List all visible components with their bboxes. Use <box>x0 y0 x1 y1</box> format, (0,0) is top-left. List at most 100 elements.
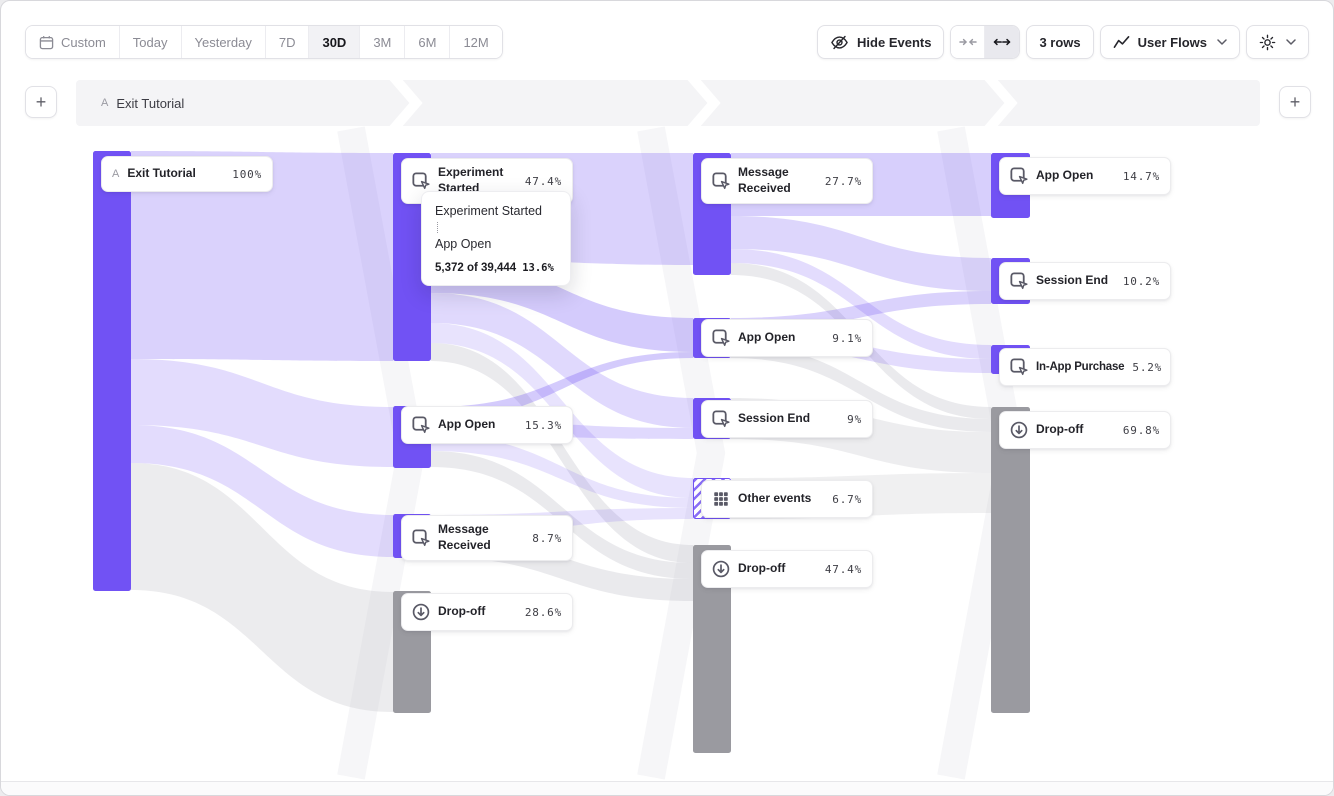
node-label: Exit Tutorial <box>127 166 196 181</box>
node-label: Message Received <box>438 522 491 552</box>
event-icon <box>1010 358 1028 376</box>
gear-icon <box>1259 34 1276 51</box>
tooltip-connector <box>437 222 438 234</box>
settings-button[interactable] <box>1246 25 1309 59</box>
flow-node-card[interactable]: App Open 14.7% <box>999 157 1171 195</box>
arrows-outward-icon <box>993 36 1011 48</box>
date-range-label: Yesterday <box>194 34 252 50</box>
node-label: Drop-off <box>438 604 486 619</box>
calendar-icon <box>39 35 54 50</box>
flow-node-card[interactable]: App Open 15.3% <box>401 406 573 444</box>
rows-button[interactable]: 3 rows <box>1026 25 1094 59</box>
node-percent: 69.8% <box>1122 423 1160 437</box>
node-percent: 14.7% <box>1122 169 1160 183</box>
step-band: A Exit Tutorial <box>76 80 1260 126</box>
toolbar: Custom Today Yesterday 7D 30D 3M 6M 12M … <box>25 25 1309 59</box>
node-label: In-App Purchase <box>1036 360 1125 373</box>
footer-divider <box>1 781 1333 795</box>
step-chevrons <box>389 80 1018 126</box>
flow-node-card[interactable]: Message Received 8.7% <box>401 515 573 561</box>
hide-events-label: Hide Events <box>857 34 932 50</box>
add-step-right-button[interactable]: + <box>1279 86 1311 118</box>
node-label: Drop-off <box>1036 422 1084 437</box>
node-percent: 6.7% <box>832 492 862 506</box>
node-label: App Open <box>1036 168 1094 183</box>
flow-node-card[interactable]: Session End 9% <box>701 400 873 438</box>
drop-off-icon <box>712 560 730 578</box>
collapse-columns-button[interactable] <box>951 26 986 58</box>
node-label: Message Received <box>738 165 791 195</box>
node-percent: 100% <box>232 167 262 181</box>
node-badge: A <box>112 168 120 180</box>
node-label: Session End <box>1036 273 1109 288</box>
flow-node-card[interactable]: App Open 9.1% <box>701 319 873 357</box>
date-range-30d[interactable]: 30D <box>309 26 361 58</box>
date-range-label: 6M <box>418 34 437 50</box>
event-icon <box>712 172 730 190</box>
drop-off-bar[interactable] <box>991 407 1030 713</box>
node-label: App Open <box>738 330 796 345</box>
flow-chart-icon <box>1113 35 1130 49</box>
grid-icon <box>712 490 730 508</box>
hide-events-button[interactable]: Hide Events <box>817 25 945 59</box>
spacing-toggle-group <box>950 25 1021 59</box>
drop-off-icon <box>1010 421 1028 439</box>
flow-node-card[interactable]: Message Received 27.7% <box>701 158 873 204</box>
node-percent: 47.4% <box>824 562 862 576</box>
expand-columns-button[interactable] <box>985 26 1020 58</box>
date-range-label: 7D <box>278 34 296 50</box>
toolbar-right: Hide Events 3 rows User Flows <box>817 25 1309 59</box>
tooltip-target: App Open <box>435 237 492 252</box>
node-label: Session End <box>738 411 811 426</box>
event-icon <box>1010 167 1028 185</box>
date-range-label: Custom <box>61 34 106 50</box>
date-range-7d[interactable]: 7D <box>265 26 310 58</box>
date-range-label: Today <box>132 34 168 50</box>
node-label: Other events <box>738 491 812 506</box>
flow-node-card[interactable]: Session End 10.2% <box>999 262 1171 300</box>
date-range-label: 12M <box>463 34 489 50</box>
date-range-custom[interactable]: Custom <box>26 26 120 58</box>
arrows-inward-icon <box>959 36 977 48</box>
rows-label: 3 rows <box>1039 34 1081 50</box>
chevron-down-icon <box>1286 39 1296 45</box>
view-label: User Flows <box>1137 34 1207 50</box>
node-percent: 9.1% <box>832 331 862 345</box>
date-range-label: 3M <box>373 34 392 50</box>
date-range-yesterday[interactable]: Yesterday <box>181 26 266 58</box>
event-icon <box>1010 272 1028 290</box>
drop-off-card[interactable]: Drop-off 28.6% <box>401 593 573 631</box>
chevron-down-icon <box>1217 39 1227 45</box>
flow-node-card[interactable]: In-App Purchase 5.2% <box>999 348 1171 386</box>
tooltip-source: Experiment Started <box>435 204 542 218</box>
event-icon <box>412 416 430 434</box>
date-range-6m[interactable]: 6M <box>405 26 451 58</box>
node-percent: 10.2% <box>1122 274 1160 288</box>
view-selector-button[interactable]: User Flows <box>1099 25 1240 59</box>
node-label: App Open <box>438 417 496 432</box>
node-percent: 27.7% <box>824 174 862 188</box>
node-percent: 47.4% <box>524 174 562 188</box>
date-range-12m[interactable]: 12M <box>450 26 502 58</box>
eye-off-icon <box>830 33 849 52</box>
tooltip-percent: 13.6% <box>522 261 554 274</box>
date-range-label: 30D <box>322 34 347 50</box>
drop-off-icon <box>412 603 430 621</box>
flow-node-card[interactable]: A Exit Tutorial 100% <box>101 156 273 192</box>
drop-off-card[interactable]: Drop-off 69.8% <box>999 411 1171 449</box>
other-events-card[interactable]: Other events 6.7% <box>701 480 873 518</box>
node-percent: 8.7% <box>532 531 562 545</box>
node-label: Drop-off <box>738 561 786 576</box>
node-percent: 5.2% <box>1132 360 1163 374</box>
date-range-today[interactable]: Today <box>119 26 182 58</box>
tooltip-stats: 5,372 of 39,444 13.6% <box>435 262 557 274</box>
breadcrumb[interactable]: A Exit Tutorial <box>101 80 184 126</box>
event-icon <box>412 529 430 547</box>
flow-node-bar[interactable] <box>93 151 131 591</box>
date-range-3m[interactable]: 3M <box>360 26 406 58</box>
add-step-left-button[interactable]: + <box>25 86 57 118</box>
tooltip-counts: 5,372 of 39,444 <box>435 261 517 274</box>
drop-off-card[interactable]: Drop-off 47.4% <box>701 550 873 588</box>
